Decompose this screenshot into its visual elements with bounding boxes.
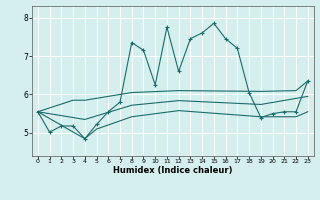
X-axis label: Humidex (Indice chaleur): Humidex (Indice chaleur) <box>113 166 233 175</box>
